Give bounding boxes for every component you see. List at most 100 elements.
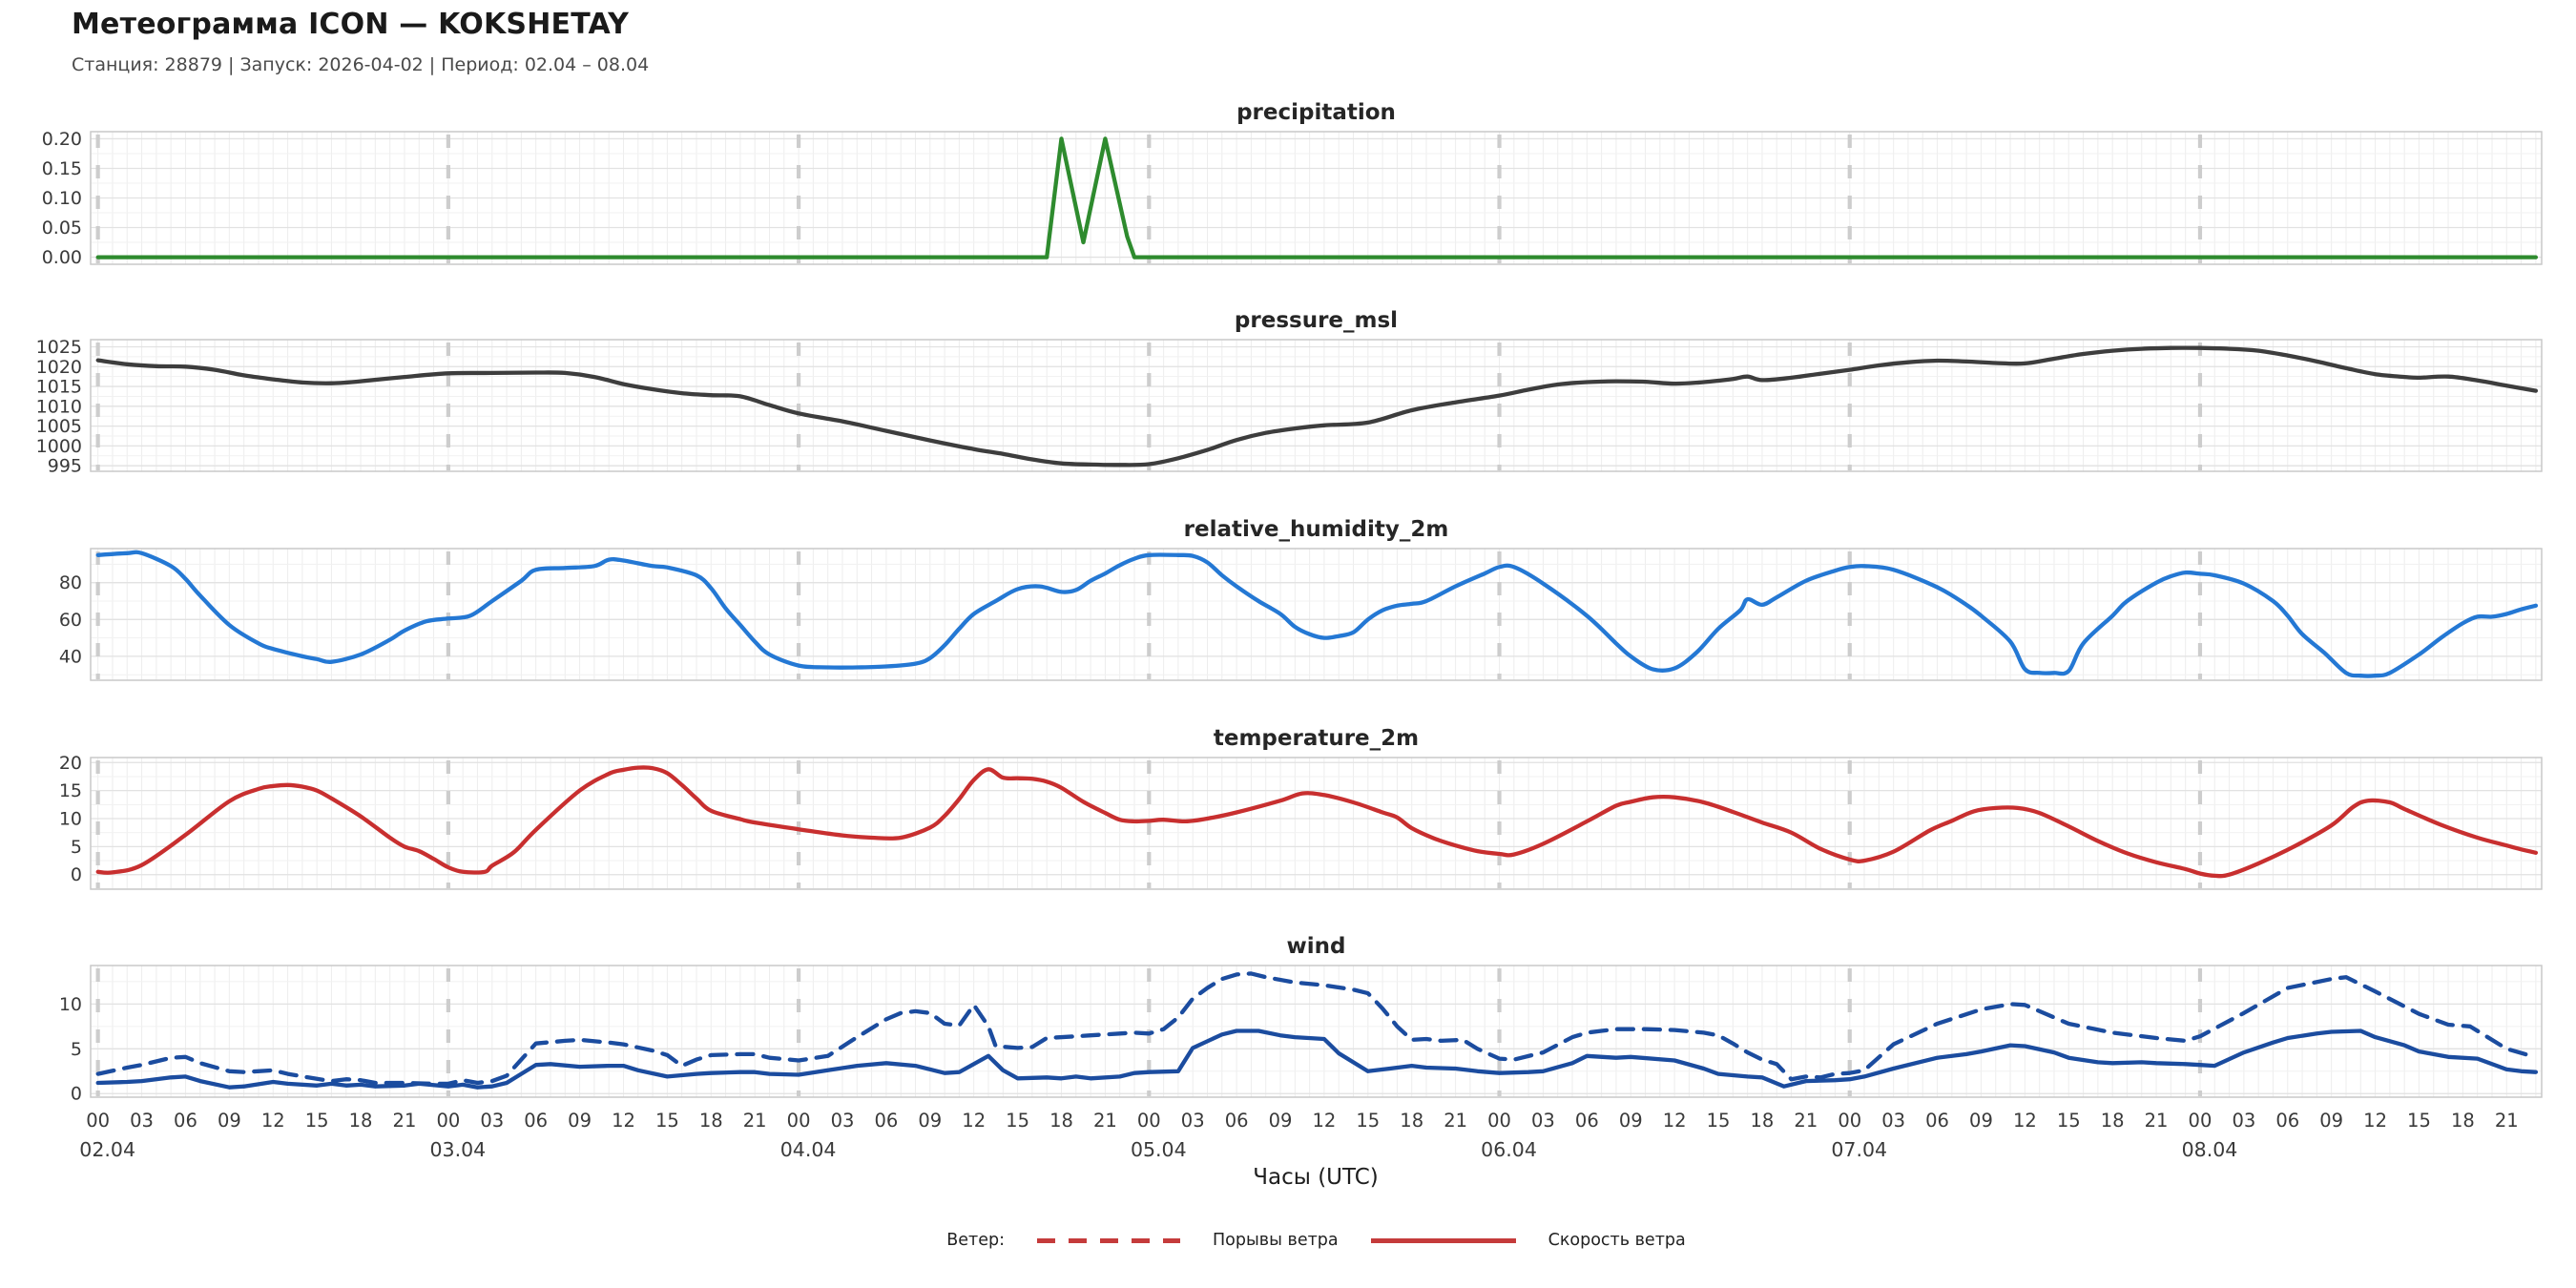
- y-tick-label: 10: [59, 994, 82, 1015]
- x-hour-label: 09: [568, 1110, 592, 1132]
- y-tick-label: 1005: [36, 416, 82, 437]
- x-hour-label: 06: [1925, 1110, 1949, 1132]
- y-tick-label: 80: [59, 572, 82, 593]
- x-hour-label: 03: [1531, 1110, 1555, 1132]
- y-tick-label: 5: [71, 837, 82, 858]
- wind-line: [95, 1028, 2539, 1090]
- page-title: Метеограмма ICON — KOKSHETAY: [72, 8, 630, 41]
- x-hour-label: 00: [2189, 1110, 2212, 1132]
- x-hour-label: 12: [1313, 1110, 1337, 1132]
- x-hour-label: 21: [1093, 1110, 1117, 1132]
- x-hour-label: 21: [393, 1110, 417, 1132]
- x-hour-label: 18: [2101, 1110, 2125, 1132]
- x-hour-label: 12: [2363, 1110, 2387, 1132]
- y-tick-label: 40: [59, 646, 82, 667]
- x-hour-label: 09: [2319, 1110, 2343, 1132]
- x-date-label: 03.04: [430, 1138, 487, 1161]
- x-hour-label: 06: [1225, 1110, 1249, 1132]
- plot-border: [90, 131, 2543, 265]
- x-hour-label: 03: [2232, 1110, 2255, 1132]
- x-axis: 00 03 06 09 12 15 18 21 00 03 06 09 12 15 18 21 00 03 06 09…: [79, 1110, 2518, 1161]
- x-hour-label: 15: [1356, 1110, 1380, 1132]
- x-hour-label: 15: [2407, 1110, 2431, 1132]
- x-axis-title: Часы (UTC): [1253, 1165, 1379, 1190]
- y-tick-label: 0.15: [42, 158, 82, 179]
- y-tick-label: 0.00: [42, 247, 82, 268]
- x-hour-label: 06: [1575, 1110, 1599, 1132]
- y-tick-label: 0.20: [42, 129, 82, 150]
- speed-solid-line-swatch: [1370, 1237, 1516, 1243]
- x-hour-label: 03: [831, 1110, 855, 1132]
- panel-temperature_2m: temperature_2m 0 5 10 15 20: [59, 726, 2543, 890]
- x-hour-label: 12: [962, 1110, 986, 1132]
- panel-relative_humidity_2m: relative_humidity_2m 40 60 80: [59, 517, 2543, 681]
- y-tick-label: 20: [59, 753, 82, 774]
- x-hour-label: 12: [2013, 1110, 2037, 1132]
- x-hour-label: 15: [2057, 1110, 2081, 1132]
- x-hour-label: 21: [2495, 1110, 2519, 1132]
- x-hour-label: 21: [2145, 1110, 2169, 1132]
- legend-gusts-label: Порывы ветра: [1213, 1231, 1339, 1250]
- panel-title-pressure_msl: pressure_msl: [1235, 308, 1398, 333]
- y-tick-label: 1025: [36, 337, 82, 358]
- x-hour-label: 18: [1049, 1110, 1073, 1132]
- x-hour-label: 15: [1707, 1110, 1731, 1132]
- plot-border: [90, 965, 2543, 1098]
- x-hour-label: 09: [1269, 1110, 1293, 1132]
- plot-border: [90, 339, 2543, 472]
- x-date-label: 02.04: [79, 1138, 135, 1161]
- panel-title-temperature_2m: temperature_2m: [1214, 726, 1419, 751]
- panel-title-wind: wind: [1287, 934, 1346, 959]
- x-date-label: 08.04: [2182, 1138, 2238, 1161]
- x-hour-label: 09: [918, 1110, 942, 1132]
- x-hour-label: 06: [874, 1110, 898, 1132]
- x-hour-label: 15: [305, 1110, 329, 1132]
- y-tick-label: 0: [71, 864, 82, 885]
- panel-precipitation: precipitation 0.00 0.05 0.10 0.15 0.20: [42, 100, 2543, 268]
- x-hour-label: 06: [174, 1110, 197, 1132]
- x-hour-label: 00: [787, 1110, 811, 1132]
- x-hour-label: 12: [261, 1110, 285, 1132]
- y-tick-label: 10: [59, 809, 82, 830]
- x-hour-label: 18: [2451, 1110, 2475, 1132]
- page-subtitle: Станция: 28879 | Запуск: 2026-04-02 | Пе…: [72, 54, 650, 75]
- y-tick-label: 0: [71, 1084, 82, 1105]
- x-hour-label: 06: [2275, 1110, 2299, 1132]
- header: Метеограмма ICON — KOKSHETAY Станция: 28…: [72, 8, 649, 75]
- y-tick-label: 60: [59, 610, 82, 631]
- x-hour-label: 18: [699, 1110, 723, 1132]
- plot-background: [91, 340, 2542, 471]
- x-hour-label: 21: [743, 1110, 767, 1132]
- x-hour-label: 03: [480, 1110, 504, 1132]
- y-tick-label: 15: [59, 780, 82, 801]
- x-hour-label: 09: [1969, 1110, 1993, 1132]
- y-tick-label: 995: [48, 456, 82, 477]
- y-tick-label: 5: [71, 1039, 82, 1060]
- x-hour-label: 21: [1444, 1110, 1467, 1132]
- precipitation-line: [95, 136, 2539, 260]
- wind-legend: Ветер: Порывы ветра Скорость ветра: [91, 1231, 2542, 1250]
- x-hour-label: 00: [1137, 1110, 1161, 1132]
- x-hour-label: 00: [1487, 1110, 1511, 1132]
- x-hour-label: 03: [130, 1110, 154, 1132]
- x-hour-label: 18: [1751, 1110, 1775, 1132]
- x-hour-label: 09: [1619, 1110, 1643, 1132]
- plot-background: [91, 758, 2542, 889]
- y-tick-label: 1010: [36, 396, 82, 417]
- relative_humidity_2m-line: [95, 550, 2539, 678]
- x-hour-label: 15: [655, 1110, 679, 1132]
- x-hour-label: 06: [524, 1110, 548, 1132]
- x-hour-label: 15: [1006, 1110, 1029, 1132]
- x-date-label: 06.04: [1481, 1138, 1537, 1161]
- x-hour-label: 12: [1663, 1110, 1687, 1132]
- x-hour-label: 18: [349, 1110, 373, 1132]
- y-tick-label: 1020: [36, 357, 82, 378]
- y-tick-label: 0.10: [42, 188, 82, 209]
- x-hour-label: 12: [612, 1110, 635, 1132]
- x-date-label: 07.04: [1831, 1138, 1887, 1161]
- x-hour-label: 09: [218, 1110, 241, 1132]
- plot-border: [90, 757, 2543, 890]
